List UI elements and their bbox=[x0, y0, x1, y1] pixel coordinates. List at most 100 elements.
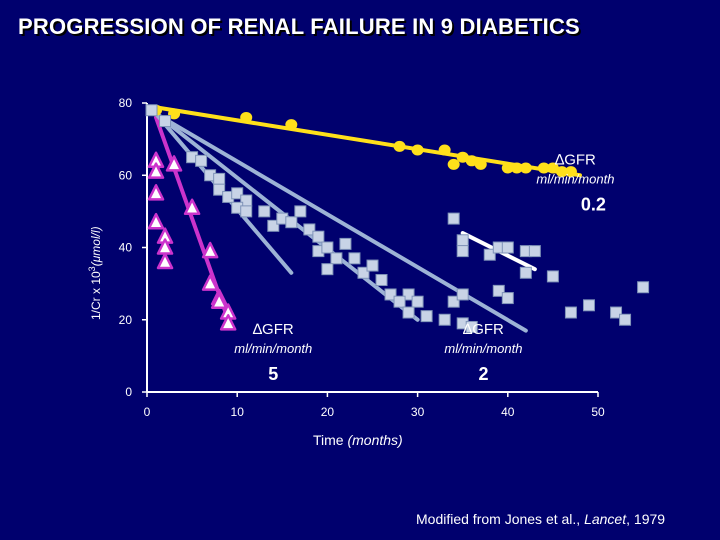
circle-point bbox=[555, 166, 568, 178]
square-point bbox=[240, 205, 253, 218]
square-point bbox=[546, 270, 559, 283]
gfr-fast-annotation: ∆GFR ml/min/month 5 bbox=[234, 321, 312, 384]
square-point bbox=[465, 320, 478, 333]
y-tick-label: 0 bbox=[125, 385, 132, 399]
y-axis-label-unit: (μmol/l) bbox=[89, 226, 103, 266]
square-point bbox=[411, 295, 424, 308]
circle-point bbox=[537, 162, 550, 174]
annotations: ∆GFRml/min/month0.2∆GFRml/min/month5∆GFR… bbox=[234, 151, 614, 384]
square-point bbox=[321, 241, 334, 254]
gfr-mid-label: ∆GFR bbox=[463, 321, 504, 338]
gfr-mid-value: 2 bbox=[478, 364, 488, 384]
circle-point bbox=[474, 158, 487, 170]
circle-point bbox=[519, 162, 532, 174]
triangle-point bbox=[210, 292, 228, 309]
circle-point bbox=[168, 108, 181, 120]
triangle-point bbox=[201, 241, 219, 259]
square-point bbox=[294, 205, 307, 218]
mid-fit-3-line bbox=[154, 111, 528, 333]
slide-title: PROGRESSION OF RENAL FAILURE IN 9 DIABET… bbox=[18, 14, 580, 39]
square-point bbox=[321, 263, 334, 276]
square-point bbox=[456, 288, 469, 301]
x-axis-label-unit: (months) bbox=[347, 432, 403, 448]
square-point bbox=[303, 223, 316, 236]
square-point bbox=[258, 205, 271, 218]
circle-point bbox=[447, 158, 460, 170]
square-point bbox=[447, 212, 460, 225]
square-point bbox=[339, 237, 352, 250]
y-axis-label-main: 1/Cr x 10 bbox=[89, 271, 103, 320]
data-points bbox=[145, 104, 650, 333]
circle-point bbox=[564, 166, 577, 178]
square-point bbox=[582, 299, 595, 312]
square-point bbox=[159, 115, 172, 128]
triangle-point bbox=[165, 155, 183, 172]
square-point bbox=[456, 234, 469, 247]
square-point bbox=[501, 292, 514, 305]
gfr-slow-value: 0.2 bbox=[581, 194, 606, 214]
square-point bbox=[145, 104, 158, 117]
square-point bbox=[501, 241, 514, 254]
gfr-slow-label: ∆GFR bbox=[555, 151, 596, 168]
x-tick-label: 0 bbox=[144, 405, 151, 419]
square-point bbox=[375, 274, 388, 287]
y-tick-label: 20 bbox=[119, 313, 133, 327]
x-tick-label: 40 bbox=[501, 405, 515, 419]
square-point bbox=[420, 310, 433, 323]
circle-point bbox=[240, 111, 253, 123]
square-point bbox=[528, 245, 541, 258]
credit-prefix: Modified from Jones et al., bbox=[416, 511, 585, 527]
triangle-point bbox=[147, 184, 165, 201]
square-point bbox=[384, 288, 397, 301]
y-axis-label: 1/Cr x 103(μmol/l) bbox=[87, 226, 103, 320]
x-tick-label: 20 bbox=[321, 405, 335, 419]
gfr-fast-label: ∆GFR bbox=[253, 321, 294, 338]
triangle-point bbox=[147, 162, 165, 179]
square-point bbox=[267, 219, 280, 232]
y-axis-label-sup: 3 bbox=[87, 266, 97, 271]
square-point bbox=[357, 266, 370, 279]
gfr-slow-unit: ml/min/month bbox=[536, 171, 614, 186]
square-point bbox=[402, 306, 415, 319]
square-point bbox=[447, 295, 460, 308]
square-point bbox=[456, 245, 469, 258]
credit-suffix: , 1979 bbox=[626, 511, 666, 527]
gfr-mid-annotation: ∆GFR ml/min/month 2 bbox=[444, 321, 522, 384]
square-point bbox=[393, 295, 406, 308]
triangle-point bbox=[201, 274, 219, 291]
x-tick-label: 10 bbox=[231, 405, 245, 419]
triangle-point bbox=[219, 314, 237, 331]
square-point bbox=[330, 252, 343, 265]
triangle-point bbox=[183, 198, 201, 216]
square-point bbox=[610, 306, 623, 319]
y-tick-label: 60 bbox=[119, 168, 133, 182]
circle-point bbox=[411, 144, 424, 156]
credit-journal: Lancet bbox=[584, 511, 627, 527]
x-tick-label: 50 bbox=[591, 405, 605, 419]
square-point bbox=[483, 248, 496, 261]
gfr-fast-unit: ml/min/month bbox=[234, 341, 312, 356]
circle-point bbox=[438, 144, 451, 156]
x-tick-label: 30 bbox=[411, 405, 425, 419]
square-point bbox=[492, 284, 505, 297]
square-point bbox=[637, 281, 650, 294]
square-point bbox=[438, 313, 451, 326]
square-point bbox=[213, 183, 226, 196]
circle-point bbox=[393, 140, 406, 152]
x-axis-label-main: Time bbox=[313, 432, 344, 448]
y-tick-label: 40 bbox=[119, 241, 133, 255]
triangle-point bbox=[147, 212, 165, 230]
square-point bbox=[366, 259, 379, 272]
gfr-slow-annotation: ∆GFR ml/min/month 0.2 bbox=[536, 151, 614, 214]
x-axis-label: Time (months) bbox=[313, 432, 403, 448]
circle-point bbox=[546, 162, 559, 174]
square-point bbox=[519, 266, 532, 279]
axes: 0 10 20 30 40 50 0 20 40 60 80 bbox=[119, 96, 605, 419]
circle-point bbox=[285, 119, 298, 131]
square-point bbox=[195, 154, 208, 167]
square-point bbox=[402, 288, 415, 301]
square-point bbox=[312, 230, 325, 243]
square-point bbox=[285, 216, 298, 229]
square-point bbox=[619, 313, 632, 326]
gfr-mid-unit: ml/min/month bbox=[444, 341, 522, 356]
